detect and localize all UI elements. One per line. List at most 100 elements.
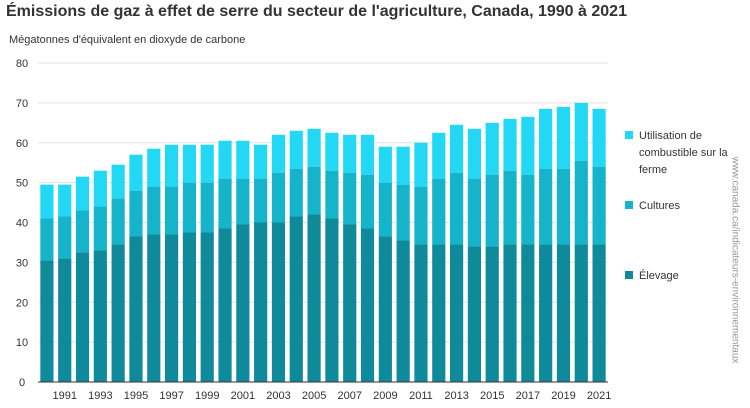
bar-segment-2009-0[interactable]	[378, 236, 392, 382]
bar-segment-2017-2[interactable]	[521, 116, 535, 175]
bar-segment-2002-0[interactable]	[254, 222, 268, 383]
bar-segment-1996-2[interactable]	[147, 148, 161, 187]
bar-segment-1991-2[interactable]	[58, 184, 72, 217]
bar-segment-2008-0[interactable]	[360, 228, 375, 382]
bar-segment-1996-1[interactable]	[147, 186, 161, 235]
bar-segment-1990-2[interactable]	[40, 184, 54, 219]
bar-segment-1993-2[interactable]	[93, 170, 107, 207]
bar-segment-1997-1[interactable]	[165, 186, 179, 235]
bar-segment-2014-1[interactable]	[467, 178, 481, 247]
bar-segment-2013-1[interactable]	[450, 172, 464, 245]
bar-segment-2012-0[interactable]	[432, 244, 446, 382]
bar-segment-1999-1[interactable]	[200, 182, 214, 233]
bar-segment-2000-2[interactable]	[218, 140, 232, 179]
bar-segment-2005-2[interactable]	[307, 128, 321, 167]
bar-segment-2007-2[interactable]	[343, 134, 357, 173]
bar-segment-2015-2[interactable]	[485, 122, 499, 175]
bar-segment-2009-1[interactable]	[378, 182, 392, 237]
bar-segment-2007-0[interactable]	[343, 224, 357, 382]
bar-segment-1994-2[interactable]	[111, 164, 125, 199]
bar-segment-2015-1[interactable]	[485, 174, 499, 247]
bar-segment-1990-0[interactable]	[40, 260, 54, 382]
bar-segment-2014-2[interactable]	[467, 128, 481, 179]
bar-segment-2000-1[interactable]	[218, 178, 232, 229]
bar-segment-2016-0[interactable]	[503, 244, 517, 382]
bar-segment-1991-1[interactable]	[58, 216, 72, 259]
bar-segment-1995-0[interactable]	[129, 236, 143, 382]
bar-segment-1993-0[interactable]	[93, 250, 107, 382]
bar-segment-2000-0[interactable]	[218, 228, 232, 382]
bar-segment-2012-2[interactable]	[432, 132, 446, 179]
bar-segment-2019-2[interactable]	[556, 106, 571, 169]
bar-segment-1998-2[interactable]	[182, 144, 196, 183]
bar-segment-2018-2[interactable]	[539, 108, 553, 169]
bar-segment-1998-1[interactable]	[182, 182, 196, 233]
bar-segment-2009-2[interactable]	[378, 146, 392, 183]
bar-segment-1992-0[interactable]	[75, 252, 90, 382]
bar-segment-2012-1[interactable]	[432, 178, 446, 245]
bar-segment-2002-1[interactable]	[254, 178, 268, 223]
bar-segment-2019-1[interactable]	[556, 168, 571, 245]
bar-segment-2003-2[interactable]	[271, 134, 286, 173]
bar-segment-2003-0[interactable]	[271, 222, 286, 383]
bar-segment-2002-2[interactable]	[254, 144, 268, 179]
bar-segment-1996-0[interactable]	[147, 234, 161, 382]
bar-segment-1992-2[interactable]	[75, 176, 90, 211]
bar-segment-1992-1[interactable]	[75, 210, 90, 253]
bar-segment-2008-1[interactable]	[360, 174, 375, 229]
bar-segment-2001-2[interactable]	[236, 140, 250, 179]
bar-segment-1995-2[interactable]	[129, 154, 143, 191]
bar-segment-2010-0[interactable]	[396, 240, 410, 382]
bar-segment-2017-1[interactable]	[521, 174, 535, 245]
bar-segment-2016-1[interactable]	[503, 170, 517, 245]
bar-segment-1995-1[interactable]	[129, 190, 143, 237]
bar-segment-1994-1[interactable]	[111, 198, 125, 245]
bar-segment-2007-1[interactable]	[343, 172, 357, 225]
bar-segment-2011-1[interactable]	[414, 186, 428, 245]
bar-segment-2005-1[interactable]	[307, 166, 321, 215]
bar-segment-2011-2[interactable]	[414, 142, 428, 187]
bar-segment-2018-1[interactable]	[539, 168, 553, 245]
bar-segment-2021-2[interactable]	[592, 108, 606, 167]
bar-segment-2017-0[interactable]	[521, 244, 535, 382]
bar-segment-2013-0[interactable]	[450, 244, 464, 382]
bar-segment-2001-1[interactable]	[236, 178, 250, 225]
bar-segment-1990-1[interactable]	[40, 218, 54, 261]
bar-segment-2020-0[interactable]	[574, 244, 588, 382]
bar-segment-2011-0[interactable]	[414, 244, 428, 382]
bar-segment-1994-0[interactable]	[111, 244, 125, 382]
bar-segment-2020-1[interactable]	[574, 160, 588, 245]
bar-segment-2010-1[interactable]	[396, 184, 410, 241]
bar-segment-2001-0[interactable]	[236, 224, 250, 382]
bar-segment-1993-1[interactable]	[93, 206, 107, 251]
legend-item-crops[interactable]: Cultures	[625, 198, 739, 215]
bar-segment-1999-0[interactable]	[200, 232, 214, 382]
legend-item-livestock[interactable]: Élevage	[625, 268, 739, 285]
bar-segment-2021-1[interactable]	[592, 166, 606, 245]
bar-segment-2004-2[interactable]	[289, 130, 303, 169]
legend-item-fuel[interactable]: Utilisation de combustible sur la ferme	[625, 128, 739, 179]
bar-segment-1999-2[interactable]	[200, 144, 214, 183]
bar-segment-2003-1[interactable]	[271, 172, 286, 223]
bar-segment-2006-0[interactable]	[325, 218, 339, 382]
bar-segment-2005-0[interactable]	[307, 214, 321, 382]
bar-segment-2004-0[interactable]	[289, 216, 303, 382]
bar-segment-2018-0[interactable]	[539, 244, 553, 382]
bar-segment-2013-2[interactable]	[450, 124, 464, 173]
bar-segment-1997-2[interactable]	[165, 144, 179, 187]
bar-segment-2008-2[interactable]	[360, 134, 375, 175]
bar-segment-2004-1[interactable]	[289, 168, 303, 217]
bar-segment-2015-0[interactable]	[485, 246, 499, 382]
bar-segment-1991-0[interactable]	[58, 258, 72, 382]
bar-segment-2019-0[interactable]	[556, 244, 571, 382]
bar-segment-2021-0[interactable]	[592, 244, 606, 382]
bar-segment-1997-0[interactable]	[165, 234, 179, 382]
bar-segment-2014-0[interactable]	[467, 246, 481, 382]
bar-segment-1998-0[interactable]	[182, 232, 196, 382]
bar-segment-2020-2[interactable]	[574, 102, 588, 161]
bar-segment-2006-1[interactable]	[325, 170, 339, 219]
bar-segment-2010-2[interactable]	[396, 146, 410, 185]
legend-label-fuel: Utilisation de combustible sur la ferme	[639, 130, 728, 176]
bar-segment-2016-2[interactable]	[503, 118, 517, 171]
bar-segment-2006-2[interactable]	[325, 132, 339, 171]
